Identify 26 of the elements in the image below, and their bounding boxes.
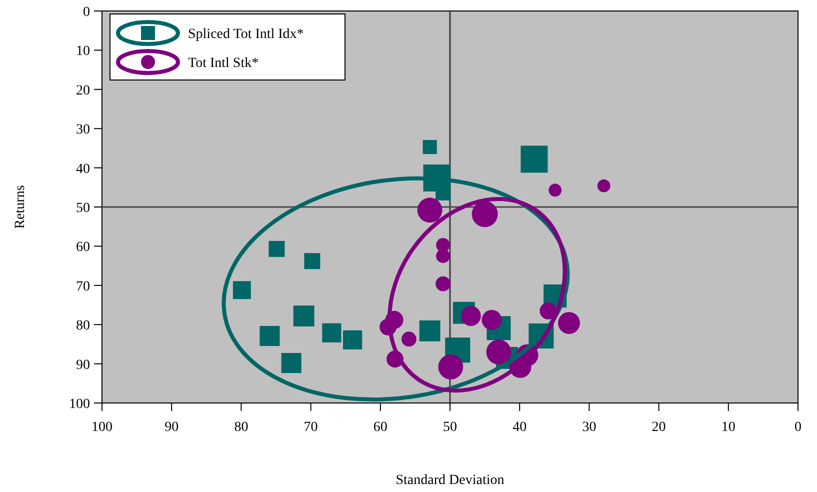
x-tick-label: 40 bbox=[512, 420, 527, 435]
y-tick-label: 30 bbox=[76, 122, 90, 138]
x-tick-label: 30 bbox=[582, 420, 596, 435]
x-tick-label: 50 bbox=[443, 420, 457, 435]
legend-label: Spliced Tot Intl Idx* bbox=[188, 27, 304, 42]
x-tick-label: 20 bbox=[652, 420, 666, 435]
x-tick-label: 100 bbox=[92, 420, 112, 435]
y-tick-label: 90 bbox=[76, 358, 90, 373]
x-tick-label: 80 bbox=[234, 420, 248, 435]
y-tick-label: 50 bbox=[76, 201, 90, 216]
y-axis-title: Returns bbox=[13, 185, 28, 229]
y-tick-label: 0 bbox=[83, 5, 90, 20]
y-tick-label: 40 bbox=[76, 162, 90, 177]
y-tick-label: 10 bbox=[76, 44, 90, 60]
y-tick-label: 60 bbox=[76, 240, 90, 256]
x-tick-label: 60 bbox=[373, 420, 388, 435]
y-tick-label: 100 bbox=[69, 397, 90, 412]
x-axis-title: Standard Deviation bbox=[396, 473, 504, 488]
y-tick-label: 20 bbox=[76, 83, 90, 98]
x-tick-label: 10 bbox=[721, 420, 736, 435]
y-tick-label: 80 bbox=[76, 318, 90, 334]
x-tick-label: 0 bbox=[794, 420, 802, 435]
y-tick-label: 70 bbox=[76, 279, 90, 294]
x-tick-label: 90 bbox=[164, 420, 179, 435]
x-tick-label: 70 bbox=[304, 420, 318, 435]
legend-label: Tot Intl Stk* bbox=[188, 56, 259, 71]
